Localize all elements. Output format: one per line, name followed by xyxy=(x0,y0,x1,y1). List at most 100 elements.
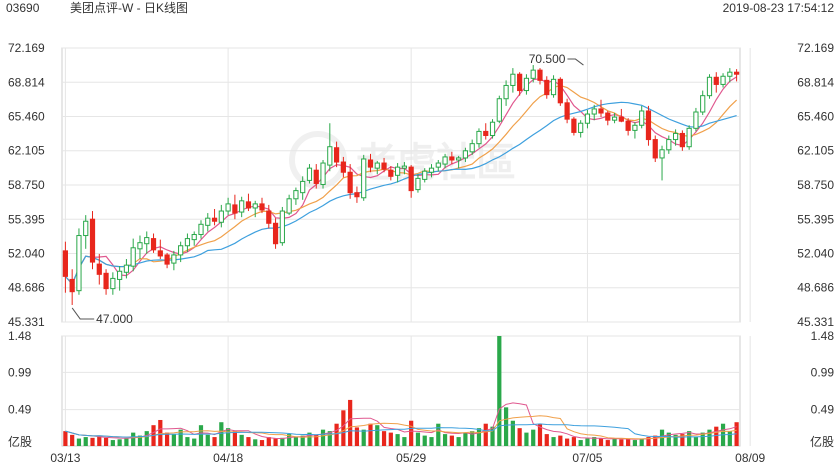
annotation-leader xyxy=(567,58,584,66)
candle-body-up xyxy=(205,217,211,226)
date-tick: 08/09 xyxy=(735,451,765,465)
volume-bar xyxy=(598,438,604,446)
volume-bar xyxy=(124,438,129,446)
volume-bar xyxy=(327,431,332,446)
stock-code: 03690 xyxy=(6,1,40,15)
volume-bar xyxy=(707,429,712,446)
candle-body-up xyxy=(178,245,184,256)
volume-tick-right: 0.99 xyxy=(811,365,835,379)
volume-bar xyxy=(348,399,353,446)
candle-body-down xyxy=(354,192,360,198)
candle-body-up xyxy=(218,210,224,223)
volume-tick-left: 0.99 xyxy=(8,365,32,379)
candle-body-up xyxy=(632,124,638,131)
volume-bar xyxy=(144,431,149,446)
candle-body-down xyxy=(557,78,563,104)
candle-body-up xyxy=(110,277,116,290)
candle-body-up xyxy=(279,210,285,244)
volume-bar xyxy=(192,438,197,446)
candle-body-up xyxy=(489,121,496,136)
volume-bar xyxy=(456,437,461,446)
watermark-logo-icon xyxy=(289,131,347,189)
volume-bars xyxy=(63,336,739,446)
volume-bar xyxy=(334,423,339,446)
candle-body-up xyxy=(293,190,299,200)
price-tick-left: 48.686 xyxy=(8,281,45,295)
price-tick-right: 72.169 xyxy=(797,41,834,55)
price-tick-left: 62.105 xyxy=(8,144,45,158)
volume-bar xyxy=(558,435,563,446)
candle-body-up xyxy=(361,158,367,199)
volume-bar xyxy=(205,434,210,446)
volume-bar xyxy=(185,437,190,446)
candle-body-up xyxy=(395,166,401,176)
volume-bar xyxy=(293,437,299,446)
volume-bar xyxy=(578,440,583,446)
candle-body-up xyxy=(462,150,469,159)
volume-bar xyxy=(395,434,400,446)
candle-body-up xyxy=(584,113,591,124)
candle-body-up xyxy=(659,149,665,159)
price-tick-left: 68.814 xyxy=(8,75,45,89)
candle-body-up xyxy=(591,108,597,115)
volume-bar xyxy=(259,440,265,446)
volume-bar xyxy=(524,432,529,446)
annotation-high-label: 70.500 xyxy=(529,52,566,66)
volume-bar xyxy=(490,426,495,446)
candle-body-down xyxy=(625,120,631,131)
candle-body-up xyxy=(171,254,177,264)
price-tick-left: 72.169 xyxy=(8,41,45,55)
volume-bar xyxy=(612,438,617,446)
candle-body-up xyxy=(456,157,462,161)
volume-bar xyxy=(103,437,109,446)
volume-bar xyxy=(483,423,488,446)
volume-bar xyxy=(714,426,719,446)
candle-body-down xyxy=(164,254,170,265)
candlestick-series xyxy=(62,65,740,305)
price-tick-right: 68.814 xyxy=(797,75,834,89)
annotation-leader xyxy=(71,307,95,320)
candle-body-up xyxy=(476,130,482,145)
volume-bar xyxy=(700,432,705,446)
candle-body-up xyxy=(83,220,89,237)
price-tick-right: 62.105 xyxy=(797,144,834,158)
volume-bar xyxy=(273,438,278,446)
volume-bar xyxy=(131,432,136,446)
candle-body-up xyxy=(327,146,333,166)
candle-body-down xyxy=(713,76,719,85)
volume-bar xyxy=(388,432,393,446)
candle-body-up xyxy=(693,111,699,129)
candle-body-down xyxy=(598,108,604,114)
candle-body-up xyxy=(225,203,231,212)
candle-body-up xyxy=(503,84,509,100)
candle-body-up xyxy=(401,165,407,169)
price-annotations: 70.500 47.000 xyxy=(71,52,584,326)
candle-body-up xyxy=(422,170,428,180)
candle-body-up xyxy=(496,98,502,122)
price-tick-right: 65.460 xyxy=(797,109,834,123)
date-tick: 03/13 xyxy=(50,451,80,465)
price-tick-left: 65.460 xyxy=(8,109,45,123)
candle-body-down xyxy=(266,210,272,224)
volume-bar xyxy=(646,437,651,446)
volume-bar xyxy=(632,440,638,446)
candle-body-up xyxy=(666,139,672,151)
candle-body-up xyxy=(76,235,82,292)
candle-body-down xyxy=(96,263,102,275)
volume-bar xyxy=(212,437,217,446)
volume-bar xyxy=(70,434,75,446)
volume-bar xyxy=(422,435,427,446)
candle-body-down xyxy=(333,147,340,163)
date-tick: 05/29 xyxy=(396,451,426,465)
volume-bar xyxy=(517,428,522,446)
candle-body-up xyxy=(578,122,584,133)
volume-bar xyxy=(307,432,312,446)
volume-average-lines xyxy=(65,402,737,440)
volume-bar xyxy=(219,422,224,446)
price-tick-right: 52.040 xyxy=(797,247,834,261)
volume-bar xyxy=(592,437,597,446)
volume-bar xyxy=(63,431,68,446)
volume-bar xyxy=(158,419,163,446)
volume-bar xyxy=(232,431,237,446)
